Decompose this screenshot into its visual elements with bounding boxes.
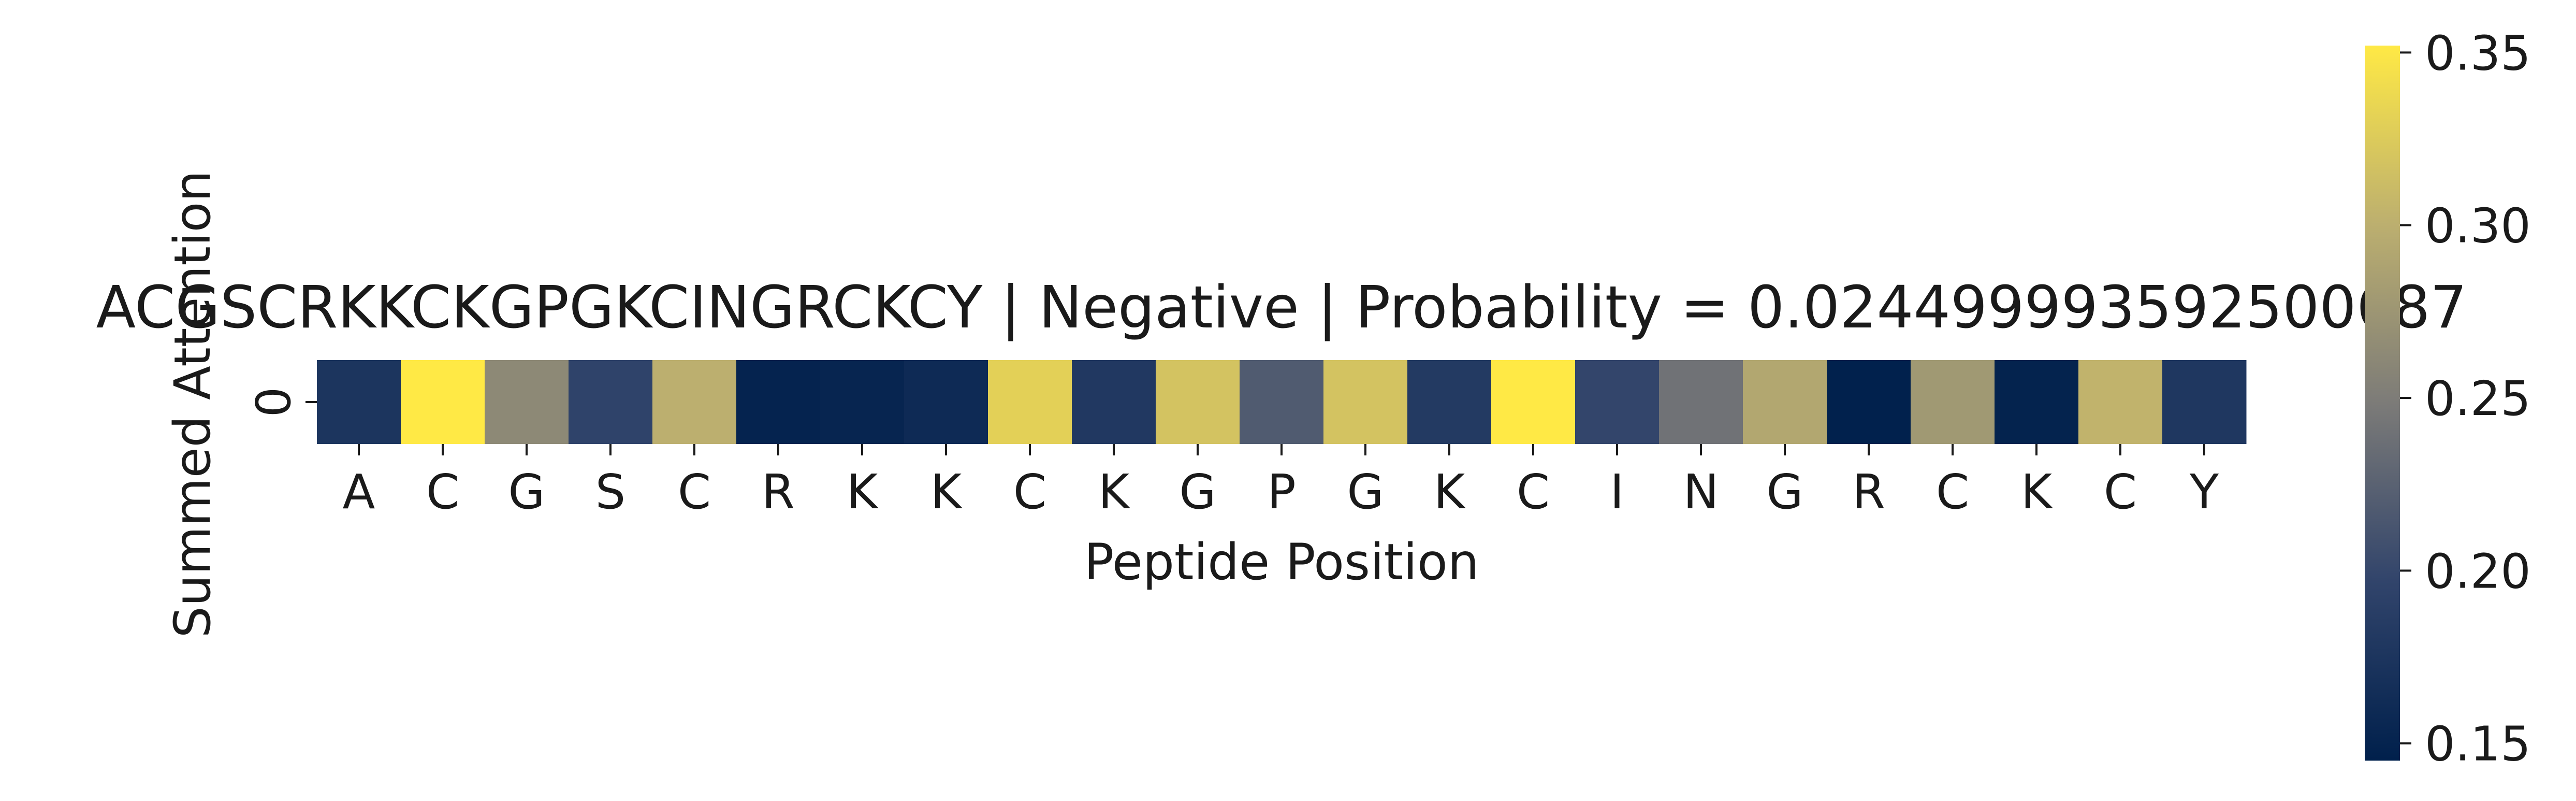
colorbar-tick-label: 0.35 [2425, 25, 2531, 81]
colorbar-tick-label: 0.30 [2425, 198, 2531, 254]
x-tick-label: Y [2189, 464, 2219, 520]
heatmap-cell [569, 360, 653, 444]
x-tick-label: C [426, 464, 459, 520]
x-tick-label: A [343, 464, 375, 520]
heatmap-cell [1911, 360, 1995, 444]
colorbar-tick-label: 0.15 [2425, 717, 2531, 772]
heatmap-cell [1995, 360, 2079, 444]
x-tick-label: R [762, 464, 795, 520]
x-tick-label: C [1517, 464, 1550, 520]
x-tick-label: G [508, 464, 545, 520]
x-tick-label: P [1267, 464, 1296, 520]
heatmap-cell [1491, 360, 1576, 444]
x-tick-label: I [1610, 464, 1624, 520]
colorbar-gradient [2365, 46, 2400, 761]
heatmap-cell [1072, 360, 1156, 444]
x-tick-label: C [1013, 464, 1046, 520]
heatmap-cell [485, 360, 569, 444]
heatmap-cell [1407, 360, 1492, 444]
x-tick-label: S [595, 464, 625, 520]
y-axis: 0 [246, 387, 317, 418]
x-tick-label: K [2021, 464, 2054, 520]
heatmap-cell [1659, 360, 1743, 444]
heatmap-cell [1323, 360, 1408, 444]
heatmap-cell [904, 360, 988, 444]
heatmap-cells [317, 360, 2247, 444]
y-tick-label: 0 [246, 387, 301, 418]
x-tick-label: K [930, 464, 963, 520]
x-tick-label: G [1179, 464, 1216, 520]
heatmap-cell [652, 360, 737, 444]
x-tick-label: C [2104, 464, 2137, 520]
heatmap-cell [1240, 360, 1324, 444]
x-tick-label: K [1434, 464, 1466, 520]
colorbar-ticks: 0.15 0.20 0.25 0.30 0.35 [2400, 25, 2531, 772]
colorbar-tick-label: 0.25 [2425, 371, 2531, 426]
x-tick-label: N [1683, 464, 1719, 520]
x-tick-label: K [847, 464, 879, 520]
colorbar-tick-label: 0.20 [2425, 543, 2531, 599]
heatmap-cell [1575, 360, 1660, 444]
heatmap-cell [736, 360, 821, 444]
heatmap-cell [1156, 360, 1240, 444]
y-axis-label: Summed Attention [164, 170, 222, 638]
heatmap-cell [2162, 360, 2247, 444]
heatmap-cell [317, 360, 401, 444]
x-tick-label: C [678, 464, 711, 520]
x-tick-label: G [1766, 464, 1803, 520]
heatmap-cell [820, 360, 905, 444]
heatmap-cell [2078, 360, 2163, 444]
heatmap-cell [1827, 360, 1911, 444]
x-tick-label: G [1347, 464, 1384, 520]
x-axis-label: Peptide Position [1084, 533, 1479, 591]
colorbar: 0.15 0.20 0.25 0.30 0.35 [2365, 25, 2531, 772]
x-tick-label: R [1852, 464, 1885, 520]
x-tick-label: C [1936, 464, 1969, 520]
chart-title: ACGSCRKKCKGPGKCINGRCKCY | Negative | Pro… [96, 274, 2467, 341]
heatmap-cell [401, 360, 485, 444]
heatmap-cell [1743, 360, 1827, 444]
x-tick-label: K [1098, 464, 1131, 520]
heatmap-cell [988, 360, 1072, 444]
